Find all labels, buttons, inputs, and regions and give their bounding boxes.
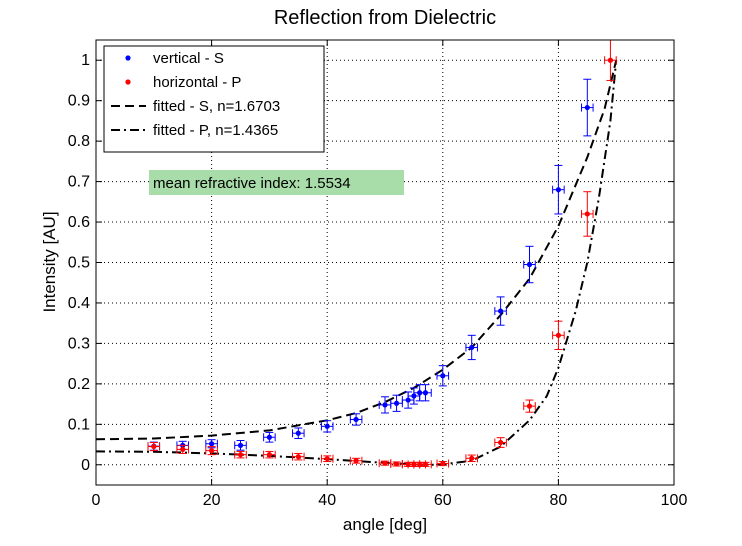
annotation-background [149,170,404,195]
data-point [581,78,594,137]
y-tick-label: 0.1 [68,416,90,433]
data-point [320,454,334,463]
data-point [292,427,305,439]
data-point [349,456,363,465]
data-point [234,450,247,459]
marker [353,416,359,423]
y-tick-label: 0.5 [68,255,90,272]
data-point [552,164,565,215]
marker [555,187,562,193]
y-tick-label: 1 [81,52,90,69]
data-point [436,459,450,468]
y-tick-label: 0.7 [68,174,90,191]
data-point [523,245,536,284]
x-axis-label: angle [deg] [343,515,427,534]
data-point [552,320,565,350]
marker [469,455,475,461]
data-point [205,446,218,456]
data-point [176,444,189,454]
chart-title: Reflection from Dielectric [274,7,496,29]
x-tick-label: 80 [550,492,568,509]
legend-label-1: horizontal - P [153,74,241,91]
data-point [494,437,507,448]
x-tick-label: 20 [203,492,221,509]
fit-curve-2 [95,59,618,441]
marker [237,452,244,458]
y-tick-label: 0.4 [68,295,90,312]
data-point [465,454,478,463]
marker [584,211,590,217]
legend-label-2: fitted - S, n=1.6703 [153,98,280,115]
annotation-text: mean refractive index: 1.5534 [153,175,351,192]
data-point [465,334,478,361]
legend-swatch-0 [125,55,131,61]
marker [382,460,388,466]
data-point [390,394,403,412]
marker [295,454,301,460]
marker [440,460,446,467]
data-point [581,191,594,237]
data-point [320,420,334,433]
marker [382,402,388,408]
y-tick-label: 0 [81,457,90,474]
x-tick-label: 100 [661,492,688,509]
data-point [292,452,305,461]
data-point [349,413,363,426]
data-points [147,39,617,469]
marker [266,434,272,440]
marker [353,458,359,464]
annotation-box: mean refractive index: 1.5534 [149,170,404,195]
y-axis-label: Intensity [AU] [40,211,59,312]
marker [266,452,272,458]
marker [405,397,411,403]
y-tick-label: 0.2 [68,376,90,393]
marker [324,423,330,429]
marker [209,448,215,454]
data-point [419,384,432,402]
marker [555,332,562,338]
marker [526,261,533,268]
legend-label-3: fitted - P, n=1.4365 [153,122,278,139]
fitted-curves [95,59,618,466]
marker [526,403,533,409]
marker [393,461,400,467]
marker [324,456,330,462]
y-tick-label: 0.3 [68,335,90,352]
marker [440,373,446,379]
y-tick-label: 0.9 [68,93,90,110]
data-point [147,442,161,452]
x-tick-label: 0 [92,492,101,509]
legend-swatch-1 [125,79,131,85]
marker [422,390,429,396]
axis-ticks: 0 20 40 60 80 100 0 0.1 0.2 0.3 0.4 0.5 0.6 0.7 0.8 0.9… [68,40,688,509]
legend-box [103,45,325,153]
marker [180,446,186,452]
marker [469,344,475,351]
marker [237,442,244,448]
legend: vertical - S horizontal - P fitted - S, n=… [103,45,325,153]
data-point [494,296,507,326]
marker [584,104,590,111]
fit-curve-3 [95,60,618,466]
data-point [523,399,536,413]
data-point [263,450,276,459]
y-tick-label: 0.6 [68,214,90,231]
data-point [234,440,247,451]
y-tick-label: 0.8 [68,133,90,150]
x-tick-label: 60 [434,492,452,509]
marker [498,439,504,446]
marker [393,400,400,406]
data-point [436,365,450,387]
marker [422,461,429,467]
data-point [263,431,276,443]
legend-label-0: vertical - S [153,50,224,67]
marker [151,443,157,450]
data-point [419,460,432,469]
marker [295,430,301,436]
x-tick-label: 40 [318,492,336,509]
marker [209,441,215,447]
marker [607,57,614,63]
marker [498,308,504,314]
